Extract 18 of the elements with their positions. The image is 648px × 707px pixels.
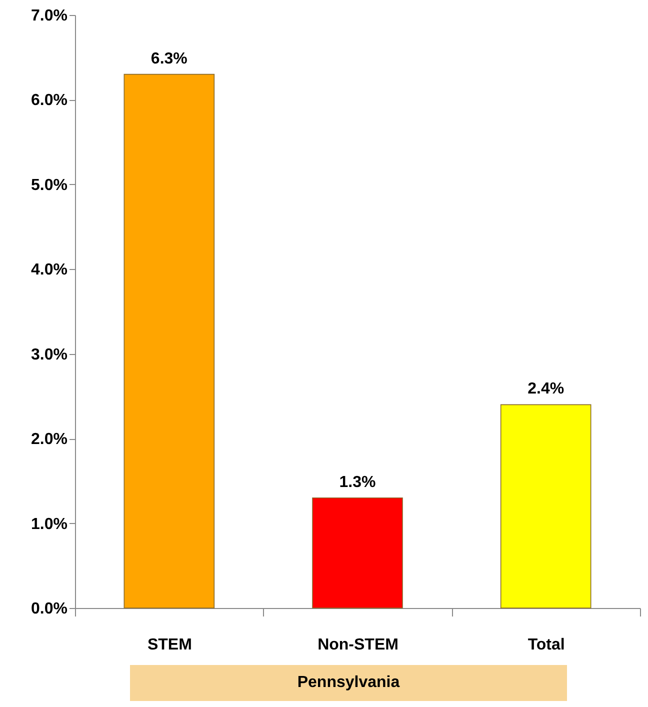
data-label: 6.3% bbox=[150, 50, 188, 68]
y-tick-label: 7.0% bbox=[31, 8, 68, 24]
x-tick-label: STEM bbox=[147, 636, 192, 654]
y-tick-label: 1.0% bbox=[31, 516, 68, 533]
y-tick-label: 5.0% bbox=[31, 176, 68, 194]
bar bbox=[312, 497, 403, 608]
y-tick-label: 6.0% bbox=[31, 92, 68, 110]
x-tick-label: Total bbox=[528, 636, 565, 654]
y-tick-label: 0.0% bbox=[31, 600, 68, 618]
y-tick-label: 4.0% bbox=[31, 262, 68, 279]
bar bbox=[500, 404, 592, 608]
data-label: 1.3% bbox=[339, 474, 376, 491]
bar bbox=[124, 74, 215, 608]
y-tick-label: 2.0% bbox=[31, 431, 68, 448]
x-tick-label: Non-STEM bbox=[318, 636, 398, 654]
data-label: 2.4% bbox=[528, 380, 564, 398]
y-tick-label: 3.0% bbox=[31, 346, 68, 364]
x-axis-title: Pennsylvania bbox=[130, 665, 567, 701]
